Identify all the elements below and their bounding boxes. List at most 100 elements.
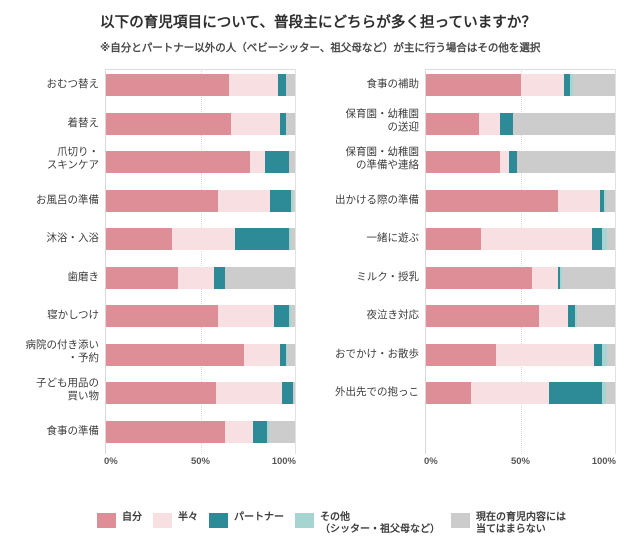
chart-row: 食事の準備 — [47, 420, 295, 443]
bar-segment-5 — [289, 151, 295, 174]
x-axis-left: 0% 50% 100% — [104, 454, 296, 470]
stacked-bar — [426, 189, 615, 212]
legend-swatch-icon — [295, 512, 314, 528]
chart-row: 保育園・幼稚園 の送迎 — [346, 108, 615, 135]
chart-row: 子ども用品の 買い物 — [36, 377, 295, 405]
row-label: お風呂の準備 — [36, 193, 99, 206]
chart-columns: おむつ替え 着替え 爪切り・ スキンケア お風呂の準備 沐浴・入浴 歯磨き 寝かしつけ 病院の… — [0, 69, 640, 470]
bar-segment-5 — [293, 382, 295, 405]
stacked-bar — [426, 305, 615, 328]
x-tick-50: 50% — [190, 456, 211, 468]
bar-segment-1 — [106, 343, 244, 366]
bar-segment-4 — [601, 343, 608, 366]
chart-row: 保育園・幼稚園 の準備や連絡 — [346, 146, 615, 174]
bar-segment-2 — [228, 74, 278, 97]
chart-row: 外出先での抱っこ — [335, 382, 615, 405]
bar-segment-1 — [106, 151, 250, 174]
row-label: 保育園・幼稚園 の送迎 — [345, 107, 420, 133]
row-label: 歯磨き — [67, 270, 100, 283]
bar-segment-2 — [177, 266, 214, 289]
stacked-bar — [426, 228, 615, 251]
bar-segment-1 — [106, 228, 173, 251]
legend-item-5[interactable]: 現在の育児内容には 当てはまらない — [451, 512, 566, 536]
x-tick-100: 100% — [591, 456, 616, 468]
row-label: 食事の準備 — [46, 424, 100, 437]
chart-header: 以下の育児項目について、普段主にどちらが多く担っていますか？ ※自分とパートナー… — [0, 0, 640, 55]
bar-segment-3 — [499, 112, 513, 135]
bar-segment-1 — [426, 228, 481, 251]
bar-segment-1 — [106, 266, 178, 289]
bar-segment-1 — [426, 74, 521, 97]
gridline-50-left — [200, 69, 203, 455]
row-label: ミルク・授乳 — [356, 270, 419, 283]
bar-segment-4 — [266, 420, 269, 443]
bar-segment-2 — [480, 228, 593, 251]
page-title: 以下の育児項目について、普段主にどちらが多く担っていますか？ — [100, 15, 537, 31]
stacked-bar — [106, 112, 295, 135]
bar-segment-1 — [426, 151, 500, 174]
stacked-bar — [106, 74, 295, 97]
plot-area-left: おむつ替え 着替え 爪切り・ スキンケア お風呂の準備 沐浴・入浴 歯磨き 寝かしつけ 病院の… — [26, 69, 296, 455]
bar-segment-3 — [277, 74, 286, 97]
bar-segment-2 — [217, 189, 271, 212]
bar-segment-3 — [234, 228, 290, 251]
bar-segment-5 — [285, 74, 295, 97]
page-subtitle: ※自分とパートナー以外の人（ベビーシッター、祖父母など）が主に行う場合はその他を… — [100, 41, 541, 54]
legend-item-4[interactable]: その他 （シッター・祖父母など） — [295, 512, 440, 536]
chart-row: 爪切り・ スキンケア — [47, 146, 295, 174]
x-axis-right: 0% 50% 100% — [424, 454, 616, 470]
chart-row: 一緒に遊ぶ — [367, 228, 615, 251]
bar-segment-2 — [225, 420, 254, 443]
gridline-50-right — [520, 69, 523, 455]
row-label: 爪切り・ スキンケア — [46, 146, 99, 172]
legend-item-3[interactable]: パートナー — [209, 512, 284, 528]
stacked-bar — [106, 420, 295, 443]
chart-row: 着替え — [68, 112, 295, 135]
stacked-bar — [426, 151, 615, 174]
bar-segment-2 — [471, 382, 549, 405]
bar-segment-4 — [289, 305, 292, 328]
bar-segment-3 — [509, 151, 517, 174]
legend-label: 半々 — [178, 511, 198, 523]
legend-item-2[interactable]: 半々 — [153, 512, 198, 528]
bar-segment-2 — [539, 305, 568, 328]
bar-segment-3 — [279, 112, 286, 135]
bar-segment-3 — [563, 74, 570, 97]
stacked-bar — [426, 112, 615, 135]
bar-segment-4 — [285, 343, 288, 366]
bar-segment-3 — [279, 343, 286, 366]
bar-segment-1 — [106, 74, 229, 97]
stacked-bar — [106, 343, 295, 366]
bar-segment-2 — [558, 189, 600, 212]
x-tick-100: 100% — [271, 456, 296, 468]
bar-segment-5 — [293, 189, 295, 212]
bar-segment-5 — [225, 266, 295, 289]
bar-segment-4 — [603, 189, 606, 212]
bar-segment-1 — [106, 112, 231, 135]
stacked-bar — [426, 266, 615, 289]
row-label: 一緒に遊ぶ — [366, 232, 420, 245]
legend-label: その他 （シッター・祖父母など） — [320, 511, 440, 535]
legend-swatch-icon — [209, 512, 228, 528]
bar-segment-4 — [569, 74, 574, 97]
bar-segment-5 — [516, 151, 615, 174]
chart-row: 夜泣き対応 — [367, 305, 615, 328]
row-label: 外出先での抱っこ — [335, 386, 419, 399]
chart-row: 食事の補助 — [367, 74, 615, 97]
row-label: 病院の付き添い ・予約 — [25, 338, 100, 364]
bar-segment-5 — [287, 343, 295, 366]
bar-segment-1 — [106, 382, 216, 405]
chart-row: おむつ替え — [47, 74, 295, 97]
legend-swatch-icon — [97, 512, 116, 528]
bar-segment-5 — [562, 266, 615, 289]
stacked-bar — [426, 343, 615, 366]
legend-item-1[interactable]: 自分 — [97, 512, 142, 528]
legend-swatch-icon — [153, 512, 172, 528]
bar-segment-2 — [215, 382, 282, 405]
chart-column-right: 食事の補助 保育園・幼稚園 の送迎 保育園・幼稚園 の準備や連絡 出かける際の準備 一緒… — [320, 69, 640, 470]
bar-segment-2 — [249, 151, 265, 174]
chart-row: おでかけ・お散歩 — [335, 343, 615, 366]
bar-segment-5 — [607, 228, 615, 251]
row-label: 子ども用品の 買い物 — [36, 377, 99, 403]
